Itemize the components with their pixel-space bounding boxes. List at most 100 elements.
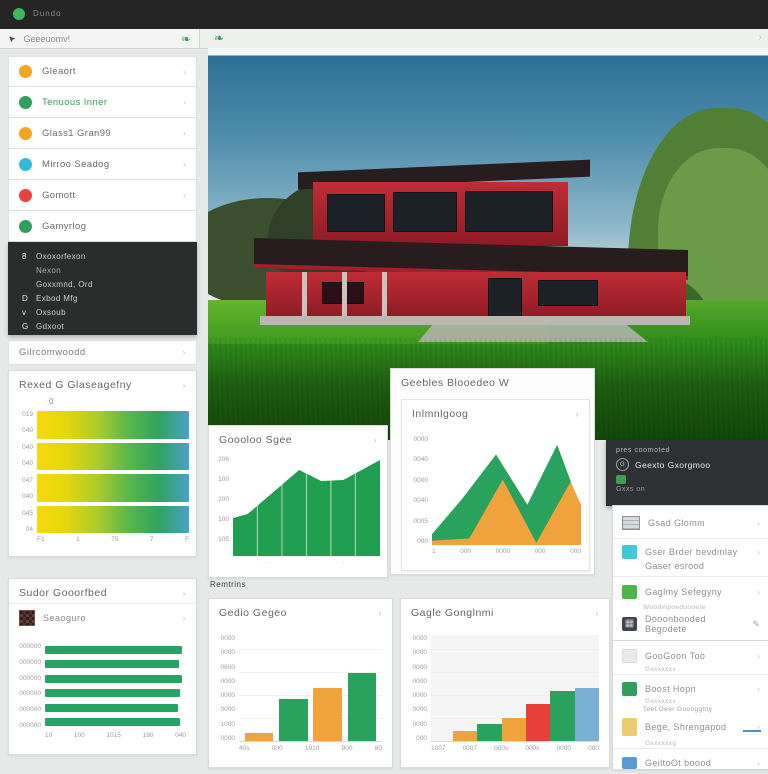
menu-item-3[interactable]: Goxxmnd, Ord — [22, 277, 197, 291]
panel-title: Rexed G Glaseagefny — [19, 379, 132, 391]
sidebar-item-1[interactable]: Gleaort › — [8, 56, 197, 87]
sidebar-item-4[interactable]: Mirroo Seadog › — [8, 149, 197, 180]
info-line-2: Geexto Gxorgmoo — [635, 459, 711, 470]
list-item-label: Gsad Glomm — [648, 518, 706, 528]
chart-plot — [233, 456, 380, 556]
menu-item-glyph: 8 — [22, 251, 27, 261]
chevron-right-icon: › — [183, 97, 186, 107]
section-label: Remtrins — [210, 580, 247, 589]
status-dot-icon — [19, 188, 32, 202]
sidebar-item-label: Mirroo Seadog — [42, 158, 110, 170]
y-axis-ticks: 206 100 200 100 105 — [218, 456, 229, 543]
sidebar-item-label: Gomott — [42, 189, 76, 201]
y-axis-ticks: 0000 0000 0000 0000 0000 0000 0000 000 — [412, 635, 427, 742]
menu-item-label: Gdxoot — [36, 321, 65, 331]
menu-item-label: Goxxmnd, Ord — [36, 279, 93, 289]
list-item-7[interactable]: Bege, Shrengapod › — [613, 714, 768, 740]
list-over-text: Woodinpoedoooete — [643, 604, 706, 611]
area-chart: 206 100 200 100 105 · · — [211, 456, 380, 569]
list-item-label: Gser Brder bevdinlay — [645, 547, 738, 557]
chevron-right-icon[interactable]: › — [182, 588, 186, 598]
chevron-down-icon: › — [757, 722, 760, 732]
sidebar-item-3[interactable]: Glass1 Gran99 › — [8, 118, 197, 149]
leaf-icon[interactable]: ❧ — [214, 31, 225, 45]
chevron-right-icon: › — [183, 128, 186, 138]
sidebar-item-5[interactable]: Gomott › — [8, 180, 197, 211]
cursor-icon: ➤ — [5, 32, 18, 46]
chevron-right-icon[interactable]: › — [758, 32, 762, 43]
chevron-right-icon[interactable]: › — [373, 435, 377, 445]
x-axis-ticks: 1007 0007 000s 000s 0000 000 — [431, 745, 599, 752]
blue-square-icon — [622, 757, 637, 769]
menu-item-6[interactable]: G Gdxoot — [22, 319, 197, 333]
house-photo — [208, 48, 768, 440]
x-axis-ticks: 1 000 0000 000 000 — [432, 548, 581, 555]
chevron-right-icon[interactable]: › — [575, 409, 579, 419]
panel-gagle-chart: Gagle Gonglnmi › 0000 0000 0000 0000 0000 000… — [400, 598, 610, 768]
context-menu: 8 Oxoxorfexon Nexon Goxxmnd, Ord D Exbod M… — [8, 242, 197, 335]
chevron-right-icon[interactable]: › — [182, 380, 186, 390]
list-item-3[interactable]: Gaglmy Sefegyny › — [613, 580, 768, 604]
status-dot-icon — [19, 157, 32, 171]
house-upper-wall — [313, 182, 568, 246]
info-row[interactable]: G Geexto Gxorgmoo — [616, 458, 758, 471]
status-dot-icon — [19, 65, 32, 78]
status-dot-icon — [19, 219, 32, 233]
chevron-right-icon: › — [757, 518, 760, 528]
list-item-4[interactable]: ▦ Dooonbooded Begodete ✎ — [613, 612, 768, 636]
chart-plot — [431, 635, 599, 742]
menu-item-2[interactable]: Nexon — [22, 263, 197, 277]
list-over-text: Teel Geer Gooogghty — [643, 706, 713, 713]
menu-item-glyph: G — [22, 321, 29, 331]
porch-post — [302, 272, 307, 318]
image-thumbnail-icon — [622, 516, 640, 530]
list-sub-text: Gxxxxxxx — [645, 698, 677, 705]
menu-item-1[interactable]: 8 Oxoxorfexon — [22, 249, 197, 263]
mosaic-icon: ▦ — [622, 617, 637, 631]
status-dot-icon — [19, 95, 32, 109]
menu-item-label: Oxoxorfexon — [36, 251, 86, 261]
menu-item-4[interactable]: D Exbod Mfg — [22, 291, 197, 305]
chevron-right-icon: › — [182, 347, 186, 358]
list-sub-text: Gxxxxxxx — [645, 666, 677, 673]
chevron-right-icon: › — [757, 587, 760, 597]
info-overlay-panel: pres coomoted G Geexto Gxorgmoo Gxxs on — [606, 440, 768, 506]
porch-post — [382, 272, 387, 318]
panel-sudor-chart: Sudor Gooorfbed › Seaoguro › 000000 00000… — [8, 578, 197, 755]
inner-card: Inlmnlgoog › 0000 0040 0000 0040 0005 000 1 00… — [401, 399, 590, 571]
list-item-label: Boost Hopn — [645, 684, 697, 694]
sidebar-item-2[interactable]: Tenuous Inner › — [8, 87, 197, 118]
list-item-sublabel: Gaser esrood — [645, 561, 705, 571]
sidebar-item-collapsed[interactable]: Gilrcomwoodd › — [8, 340, 197, 365]
door — [488, 278, 522, 320]
chart-plot — [45, 643, 186, 729]
pencil-icon[interactable]: ✎ — [752, 618, 760, 629]
list-item-6[interactable]: Boost Hopn › — [613, 678, 768, 700]
chevron-right-icon[interactable]: › — [378, 608, 382, 618]
green-hbar-chart: 000000 000000 000000 000000 000000 000000 10 1… — [11, 643, 186, 742]
menu-item-glyph: v — [22, 307, 27, 317]
list-item-1[interactable]: Gsad Glomm › — [613, 510, 768, 536]
porch-post — [342, 272, 347, 318]
panel-title: Goooloo Sgee — [219, 434, 293, 446]
panel-subrow[interactable]: Seaoguro › — [9, 604, 196, 632]
y-axis-ticks: 019 040 040 040 047 040 045 04 — [22, 411, 33, 533]
chart-plot — [239, 635, 382, 742]
chevron-right-icon: › — [182, 613, 186, 623]
panel-quality-chart: Rexed G Glaseagefny › 0 019 040 040 040 047 0… — [8, 370, 197, 557]
chevron-right-icon[interactable]: › — [595, 608, 599, 618]
list-item-8[interactable]: GeiltoOt boood › — [613, 752, 768, 774]
info-line-1: pres coomoted — [616, 447, 671, 454]
sidebar-item-6[interactable]: Gamyrlog — [8, 211, 197, 242]
list-item-label: Gaglmy Sefegyny — [645, 587, 723, 597]
leaf-icon: ❧ — [180, 31, 191, 46]
chevron-right-icon: › — [757, 651, 760, 661]
list-item-2[interactable]: Gser Brder bevdinlay › — [613, 542, 768, 562]
search-input[interactable] — [21, 32, 175, 45]
right-sidebar-list: Gsad Glomm › Gser Brder bevdinlay › Gase… — [612, 505, 768, 770]
search-field[interactable]: ➤ ❧ — [0, 29, 200, 48]
chart-plot — [37, 411, 189, 533]
menu-item-5[interactable]: v Oxsoub — [22, 305, 197, 319]
x-axis-ticks: 10 100 1015 180 040 — [45, 732, 186, 739]
list-item-5[interactable]: GooGoon Too › — [613, 646, 768, 666]
